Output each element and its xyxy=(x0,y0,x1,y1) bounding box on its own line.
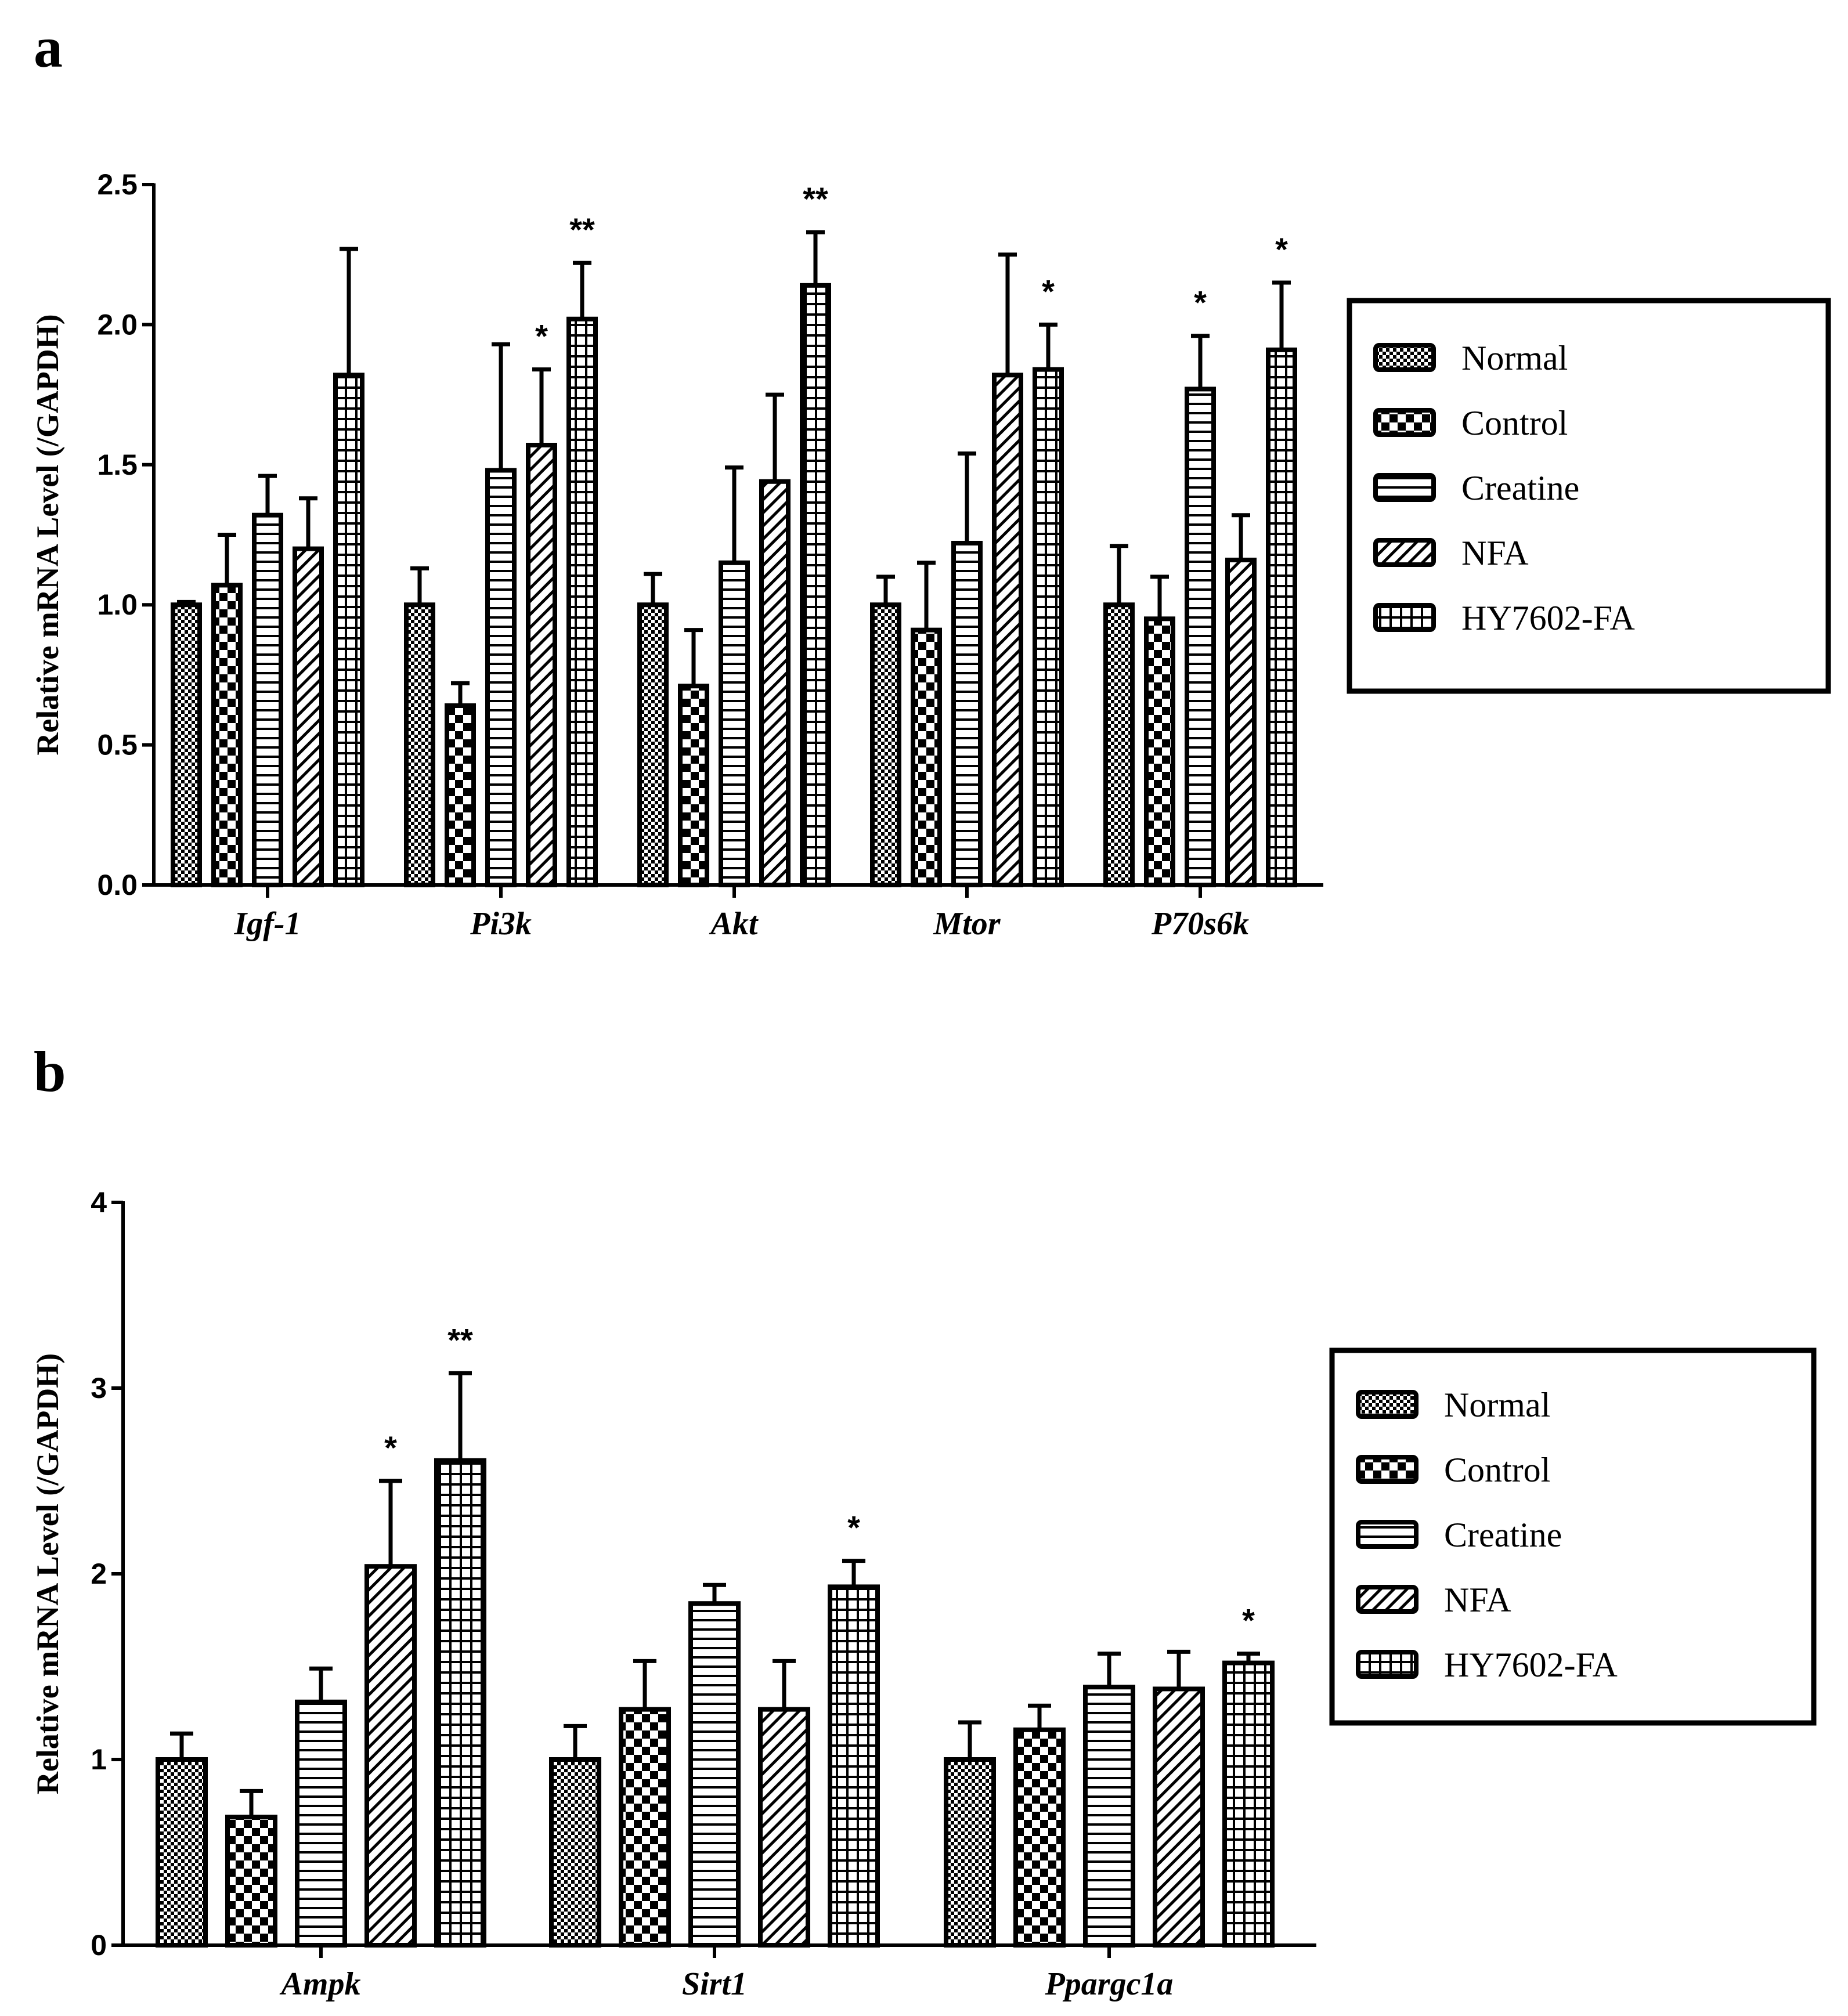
x-category-label: Ppargc1a xyxy=(1045,1966,1174,2002)
legend-swatch xyxy=(1373,343,1436,372)
bar-creatine-ampk xyxy=(295,1699,347,1948)
bar-hy7602-fa-mtor xyxy=(1033,367,1064,887)
bar-hy7602-fa-ampk xyxy=(434,1458,486,1948)
significance-marker: * xyxy=(535,318,548,355)
legend-label: HY7602-FA xyxy=(1444,1646,1618,1684)
legend-swatch xyxy=(1373,603,1436,632)
legend-label: Control xyxy=(1444,1451,1550,1489)
bar-normal-ppargc1a xyxy=(944,1757,996,1948)
bar-creatine-p70s6k xyxy=(1185,386,1216,887)
y-axis-title: Relative mRNA Level (/GAPDH) xyxy=(30,314,65,755)
bar-creatine-mtor xyxy=(951,540,983,887)
panel-label-b: b xyxy=(34,1039,66,1104)
bar-creatine-akt xyxy=(719,560,750,887)
significance-marker: ** xyxy=(569,211,595,248)
y-tick-label: 1.0 xyxy=(97,588,138,621)
x-category-label: Ampk xyxy=(280,1966,361,2002)
y-tick-label: 4 xyxy=(91,1186,107,1219)
y-tick-label: 1 xyxy=(91,1743,107,1776)
significance-marker: * xyxy=(1242,1602,1255,1639)
x-category-label: Mtor xyxy=(933,906,1001,942)
bar-nfa-sirt1 xyxy=(758,1707,810,1948)
bar-normal-mtor xyxy=(870,602,901,887)
significance-marker: ** xyxy=(447,1321,473,1358)
bar-control-ampk xyxy=(225,1815,277,1948)
x-category-label: Igf-1 xyxy=(233,906,301,942)
x-category-label: P70s6k xyxy=(1151,906,1249,942)
y-tick-label: 2.5 xyxy=(97,168,138,201)
y-tick-label: 3 xyxy=(91,1372,107,1404)
bar-nfa-akt xyxy=(759,479,791,887)
bar-creatine-pi3k xyxy=(485,468,517,887)
bar-hy7602-fa-ppargc1a xyxy=(1222,1660,1275,1948)
x-category-label: Pi3k xyxy=(470,906,532,942)
bar-normal-p70s6k xyxy=(1103,602,1135,887)
y-tick-label: 0.0 xyxy=(97,869,138,901)
bar-control-p70s6k xyxy=(1144,616,1175,887)
bar-hy7602-fa-p70s6k xyxy=(1266,347,1297,887)
legend-swatch xyxy=(1373,538,1436,567)
bar-control-akt xyxy=(678,684,709,888)
bar-normal-pi3k xyxy=(404,602,435,887)
bar-normal-igf-1 xyxy=(171,602,202,887)
bar-nfa-mtor xyxy=(992,373,1023,887)
bar-creatine-igf-1 xyxy=(252,512,283,887)
bar-creatine-ppargc1a xyxy=(1083,1685,1135,1948)
bar-creatine-sirt1 xyxy=(688,1601,741,1948)
significance-marker: * xyxy=(1042,273,1055,309)
bar-hy7602-fa-sirt1 xyxy=(828,1584,880,1948)
legend-swatch xyxy=(1356,1585,1419,1614)
legend-label: NFA xyxy=(1461,534,1529,572)
legend-swatch xyxy=(1356,1650,1419,1679)
bar-nfa-ppargc1a xyxy=(1153,1686,1205,1948)
legend-swatch xyxy=(1373,473,1436,502)
bar-hy7602-fa-pi3k xyxy=(566,316,598,887)
y-tick-label: 2.0 xyxy=(97,308,138,341)
bar-hy7602-fa-igf-1 xyxy=(333,373,364,887)
y-tick-label: 2 xyxy=(91,1558,107,1590)
x-category-label: Akt xyxy=(709,906,759,942)
bar-normal-akt xyxy=(637,602,669,887)
significance-marker: * xyxy=(1194,284,1207,321)
legend-label: HY7602-FA xyxy=(1461,599,1635,637)
legend-swatch xyxy=(1356,1390,1419,1419)
y-tick-label: 0 xyxy=(91,1929,107,1961)
bar-control-sirt1 xyxy=(619,1707,671,1948)
legend-label: Creatine xyxy=(1461,469,1579,507)
y-tick-label: 0.5 xyxy=(97,729,138,761)
bar-nfa-igf-1 xyxy=(293,546,324,887)
bar-normal-ampk xyxy=(156,1757,208,1948)
significance-marker: * xyxy=(847,1509,860,1546)
y-axis-title: Relative mRNA Level (/GAPDH) xyxy=(30,1353,65,1794)
legend-swatch xyxy=(1373,408,1436,437)
bar-control-igf-1 xyxy=(211,583,243,887)
bar-control-ppargc1a xyxy=(1013,1727,1066,1948)
x-category-label: Sirt1 xyxy=(682,1966,747,2002)
bar-hy7602-fa-akt xyxy=(800,283,831,888)
legend-label: Normal xyxy=(1461,339,1568,377)
significance-marker: * xyxy=(1275,231,1288,268)
bar-nfa-pi3k xyxy=(526,443,557,887)
legend-swatch xyxy=(1356,1520,1419,1549)
bar-nfa-ampk xyxy=(364,1564,417,1948)
bar-normal-sirt1 xyxy=(549,1757,601,1948)
bar-control-pi3k xyxy=(445,703,476,888)
bar-nfa-p70s6k xyxy=(1225,557,1257,887)
significance-marker: ** xyxy=(803,180,828,217)
legend-label: Creatine xyxy=(1444,1516,1562,1554)
y-tick-label: 1.5 xyxy=(97,449,138,481)
legend-swatch xyxy=(1356,1455,1419,1484)
panel-label-a: a xyxy=(34,15,63,80)
legend-label: Normal xyxy=(1444,1386,1550,1424)
legend-label: Control xyxy=(1461,404,1568,442)
significance-marker: * xyxy=(384,1429,397,1466)
bar-control-mtor xyxy=(911,627,942,887)
legend-label: NFA xyxy=(1444,1581,1511,1619)
